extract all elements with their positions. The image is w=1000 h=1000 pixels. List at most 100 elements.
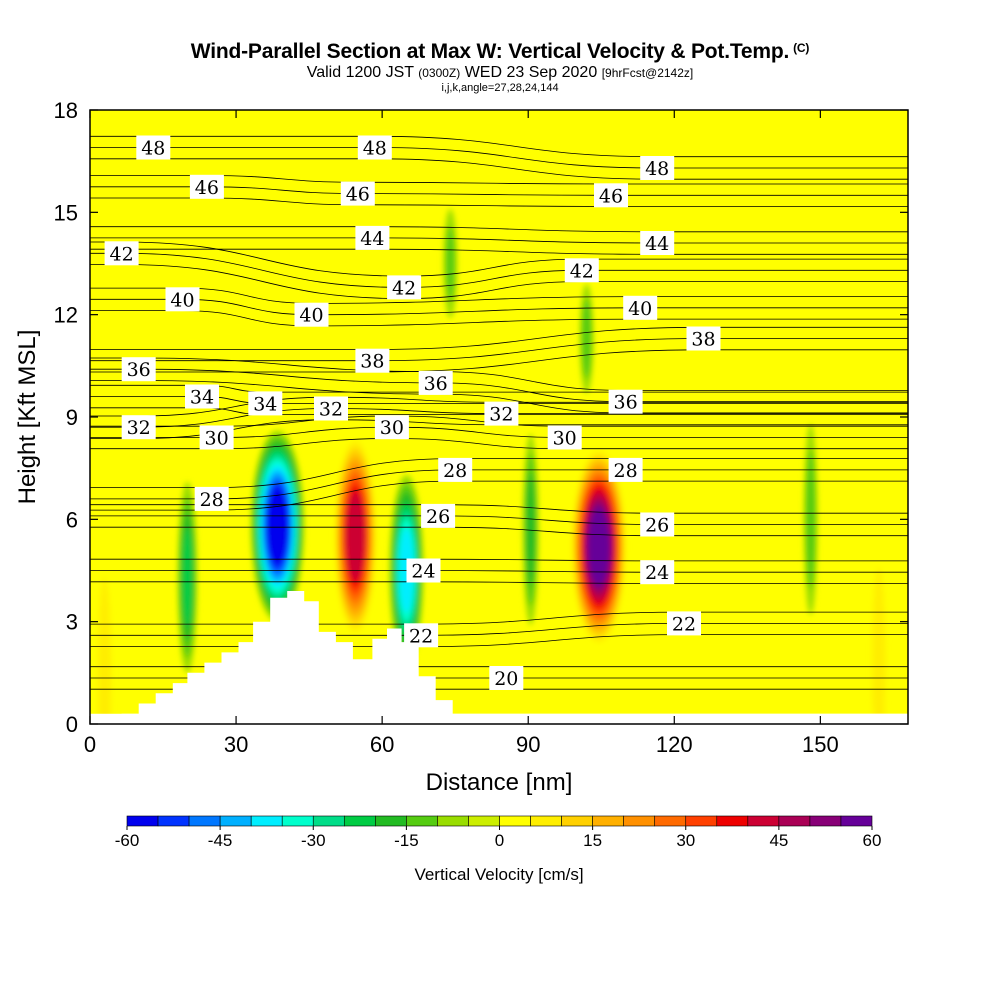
contour-label-box	[640, 512, 675, 537]
colorbar-tick-label: -15	[394, 831, 419, 850]
contour-label-34: 34	[248, 391, 283, 416]
contour-label-text: 48	[645, 158, 669, 180]
w-level	[266, 487, 289, 566]
colorbar-tick-label: 60	[863, 831, 882, 850]
contour-label-34: 34	[185, 384, 219, 409]
theta-contour-22	[90, 622, 908, 636]
theta-contour-26	[90, 515, 908, 525]
contour-label-text: 44	[360, 228, 384, 250]
contour-label-text: 40	[299, 305, 323, 327]
contour-label-text: 32	[127, 417, 151, 439]
theta-contour-44	[90, 237, 908, 244]
theta-contour-34	[90, 407, 908, 416]
theta-contour-34	[90, 384, 908, 393]
contour-label-box	[608, 389, 643, 414]
contour-label-32: 32	[121, 415, 156, 440]
x-tick-label: 90	[516, 732, 540, 757]
contour-label-box	[314, 396, 348, 421]
x-tick-label: 120	[656, 732, 693, 757]
colorbar-swatch	[561, 815, 593, 827]
y-tick-label: 6	[66, 507, 78, 532]
colorbar-swatch	[375, 815, 407, 827]
x-axis-label: Distance [nm]	[426, 769, 573, 796]
contour-label-text: 30	[380, 417, 404, 439]
contour-label-text: 34	[253, 393, 277, 415]
w-level	[182, 528, 193, 627]
contour-label-box	[547, 425, 582, 450]
subtitle-utc: (0300Z)	[418, 66, 461, 80]
w-updraft-10	[872, 567, 886, 724]
theta-contour-30	[90, 438, 908, 450]
vertical-velocity-field	[97, 208, 886, 724]
contour-label-box	[248, 391, 283, 416]
y-tick-label: 9	[66, 405, 78, 430]
contour-label-text: 40	[628, 298, 652, 320]
contour-label-text: 34	[190, 387, 214, 409]
contour-label-48: 48	[136, 135, 171, 160]
contour-label-38: 38	[686, 326, 721, 351]
colorbar-swatch	[157, 815, 190, 827]
x-tick-label: 0	[84, 732, 96, 757]
contour-label-text: 30	[205, 428, 229, 450]
contour-label-28: 28	[608, 457, 643, 482]
colorbar-tick-label: -60	[115, 831, 140, 850]
contour-label-40: 40	[623, 295, 658, 320]
contour-label-box	[387, 275, 422, 300]
contour-label-30: 30	[547, 425, 582, 450]
theta-contour-38	[90, 349, 908, 373]
figure-subtitle: Valid 1200 JST (0300Z) WED 23 Sep 2020 […	[0, 64, 1000, 82]
contour-label-box	[104, 241, 139, 266]
contour-label-text: 38	[360, 351, 384, 373]
contour-label-box	[686, 326, 721, 351]
x-tick-label: 150	[802, 732, 839, 757]
title-copyright-mark: (C)	[793, 41, 810, 55]
contour-label-box	[640, 231, 675, 255]
contour-label-box	[608, 457, 643, 482]
colorbar-swatch	[219, 815, 252, 827]
colorbar-swatch	[654, 815, 687, 827]
contour-label-text: 36	[614, 392, 638, 414]
w-downdraft-8	[803, 423, 818, 615]
contour-label-46: 46	[340, 181, 375, 206]
contour-label-text: 22	[672, 613, 696, 635]
theta-contour-26	[90, 526, 908, 537]
contour-label-30: 30	[199, 425, 234, 450]
contour-label-text: 28	[200, 489, 224, 511]
subtitle-valid: Valid 1200 JST	[306, 64, 414, 81]
contour-label-22: 22	[404, 623, 439, 648]
contour-label-text: 48	[141, 138, 165, 160]
figure-title-block: Wind-Parallel Section at Max W: Vertical…	[0, 36, 1000, 94]
colorbar-swatch	[809, 815, 842, 827]
w-downdraft-4	[522, 434, 539, 626]
colorbar-swatch	[747, 815, 780, 827]
contour-label-40: 40	[294, 302, 329, 327]
w-level	[805, 449, 816, 589]
contour-label-48: 48	[357, 135, 392, 160]
w-level	[526, 472, 536, 587]
contour-label-text: 48	[363, 138, 387, 160]
w-level	[581, 298, 592, 379]
w-downdraft-6	[443, 208, 458, 319]
colorbar-swatch	[312, 815, 345, 827]
theta-contour-38	[90, 338, 908, 362]
colorbar-swatch	[499, 815, 531, 827]
contour-label-text: 26	[645, 515, 669, 537]
colorbar-swatch	[281, 815, 314, 827]
y-tick-label: 3	[66, 610, 78, 635]
contour-label-46: 46	[594, 183, 628, 208]
y-tick-label: 15	[54, 200, 78, 225]
w-updraft-2	[335, 440, 376, 632]
contour-label-text: 46	[599, 185, 623, 207]
theta-contour-38	[90, 326, 908, 350]
colorbar-label: Vertical Velocity [cm/s]	[414, 865, 583, 884]
theta-contour-22	[90, 611, 908, 625]
contour-label-text: 24	[411, 561, 435, 583]
contour-label-32: 32	[484, 401, 519, 426]
contour-label-28: 28	[438, 457, 473, 482]
theta-contour-30	[90, 426, 908, 438]
contour-label-box	[194, 486, 229, 511]
contour-label-box	[421, 503, 456, 528]
colorbar-swatch	[592, 815, 624, 827]
contour-label-text: 30	[553, 428, 577, 450]
contour-label-box	[623, 295, 658, 320]
